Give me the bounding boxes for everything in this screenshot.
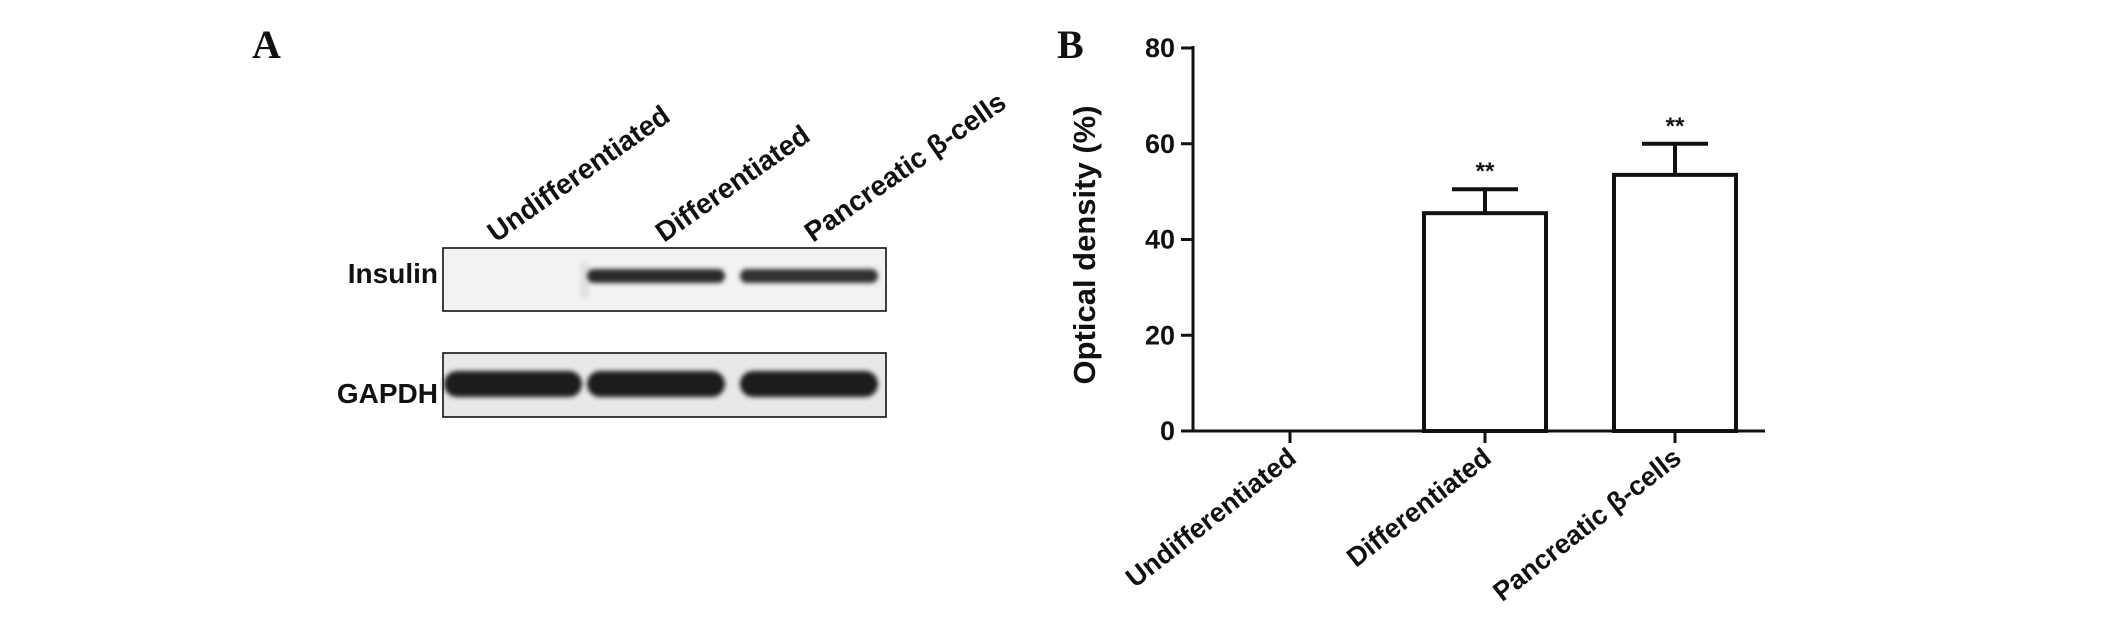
blot-strip-gapdh: GAPDH — [337, 352, 887, 418]
lane-label-differentiated: Differentiated — [650, 119, 816, 248]
x-tick-label-pancreatic-beta-cells: Pancreatic β-cells — [1487, 442, 1686, 607]
gapdh-bands — [444, 371, 878, 397]
x-axis-ticks: Undifferentiated DifferentiatedPancreatic… — [1120, 431, 1687, 607]
y-axis-ticks: 0 20 40 60 80 — [1145, 33, 1193, 446]
blot-label-gapdh: GAPDH — [337, 378, 438, 409]
y-tick-label-60: 60 — [1145, 129, 1175, 159]
y-tick-label-0: 0 — [1160, 416, 1175, 446]
y-axis-title: Optical density (%) — [1067, 105, 1102, 384]
band-insulin-differentiated — [587, 269, 725, 283]
blot-label-insulin: Insulin — [348, 258, 438, 289]
blot-insulin-smudge — [580, 262, 590, 298]
panel-a-letter: A — [252, 22, 281, 67]
blot-strip-insulin: Insulin — [348, 247, 887, 312]
x-tick-label-undifferentiated: Undifferentiated — [1120, 442, 1302, 593]
band-gapdh-differentiated — [587, 371, 725, 397]
lane-label-pancreatic-beta-cells: Pancreatic β-cells — [799, 86, 1012, 248]
bar-pancreatic-beta-cells — [1612, 172, 1738, 433]
panel-b-letter: B — [1057, 22, 1084, 67]
y-tick-label-80: 80 — [1145, 33, 1175, 63]
western-blot-panel: A Undifferentiated Differentiated Pancre… — [252, 22, 1012, 418]
band-gapdh-pancreatic-beta-cells — [740, 371, 878, 397]
significance-differentiated: ** — [1476, 158, 1495, 185]
y-tick-label-40: 40 — [1145, 225, 1175, 255]
significance-pancreatic-beta-cells: ** — [1666, 113, 1685, 140]
insulin-bands — [587, 269, 878, 283]
band-gapdh-undifferentiated — [444, 371, 582, 397]
lane-label-undifferentiated: Undifferentiated — [482, 99, 676, 248]
bar-differentiated — [1422, 211, 1548, 433]
y-tick-label-20: 20 — [1145, 320, 1175, 350]
bars: ** ** — [1422, 113, 1738, 433]
x-tick-label-differentiated: Differentiated — [1341, 442, 1497, 573]
band-insulin-pancreatic-beta-cells — [740, 269, 878, 283]
bar-chart-panel: B Optical density (%) 0 20 40 60 80 ** ** Und… — [1057, 22, 1765, 607]
